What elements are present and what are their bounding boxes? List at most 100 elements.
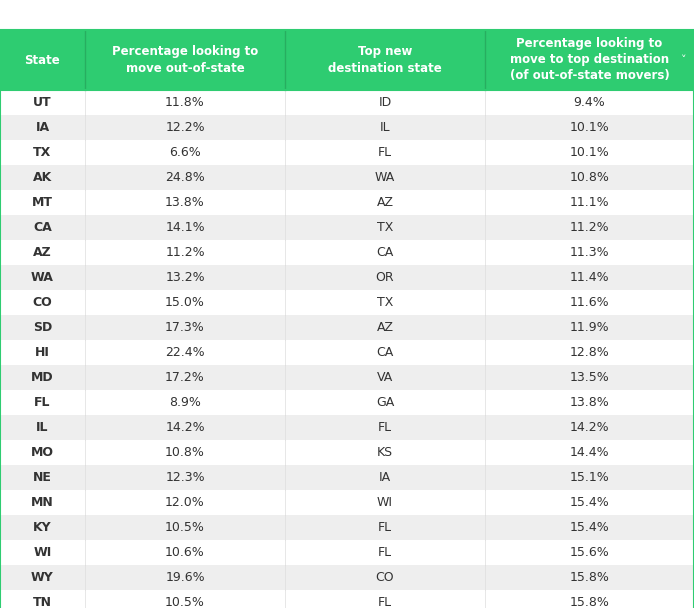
Text: KS: KS — [377, 446, 393, 459]
Text: 12.3%: 12.3% — [165, 471, 205, 484]
Bar — [0, 165, 694, 190]
Text: 10.8%: 10.8% — [570, 171, 609, 184]
Bar — [0, 515, 694, 540]
Text: IA: IA — [379, 471, 391, 484]
Bar — [0, 90, 694, 115]
Bar — [0, 490, 694, 515]
Text: State: State — [24, 54, 60, 66]
Text: HI: HI — [35, 346, 50, 359]
Bar — [0, 240, 694, 265]
Text: CA: CA — [376, 346, 393, 359]
Text: 11.2%: 11.2% — [165, 246, 205, 259]
Text: OR: OR — [375, 271, 394, 284]
Bar — [0, 190, 694, 215]
Text: AK: AK — [33, 171, 52, 184]
Text: WA: WA — [31, 271, 54, 284]
Text: 17.3%: 17.3% — [165, 321, 205, 334]
Text: CA: CA — [376, 246, 393, 259]
Text: MN: MN — [31, 496, 54, 509]
Text: TX: TX — [377, 221, 393, 234]
Bar — [0, 590, 694, 608]
Text: 12.2%: 12.2% — [165, 121, 205, 134]
Text: 10.6%: 10.6% — [165, 546, 205, 559]
Text: IL: IL — [36, 421, 49, 434]
Text: 24.8%: 24.8% — [165, 171, 205, 184]
Text: UT: UT — [33, 96, 52, 109]
Text: 15.4%: 15.4% — [570, 496, 609, 509]
Text: AZ: AZ — [33, 246, 52, 259]
Text: 8.9%: 8.9% — [169, 396, 201, 409]
Bar — [0, 565, 694, 590]
Bar — [0, 440, 694, 465]
Text: 15.6%: 15.6% — [570, 546, 609, 559]
Text: 13.2%: 13.2% — [165, 271, 205, 284]
Text: 15.0%: 15.0% — [165, 296, 205, 309]
Text: FL: FL — [378, 596, 392, 608]
Text: 14.1%: 14.1% — [165, 221, 205, 234]
Text: ˅: ˅ — [682, 55, 687, 65]
Text: AZ: AZ — [377, 196, 393, 209]
Text: 9.4%: 9.4% — [574, 96, 605, 109]
Text: 14.2%: 14.2% — [165, 421, 205, 434]
Text: ID: ID — [378, 96, 391, 109]
Text: CO: CO — [33, 296, 52, 309]
Text: 15.1%: 15.1% — [570, 471, 609, 484]
Bar — [0, 540, 694, 565]
Text: VA: VA — [377, 371, 393, 384]
Text: KY: KY — [33, 521, 52, 534]
Text: MO: MO — [31, 446, 54, 459]
Text: 11.4%: 11.4% — [570, 271, 609, 284]
Text: Percentage looking to
move out-of-state: Percentage looking to move out-of-state — [112, 46, 258, 75]
Bar — [0, 115, 694, 140]
Text: IL: IL — [380, 121, 390, 134]
Text: 11.9%: 11.9% — [570, 321, 609, 334]
Bar — [0, 365, 694, 390]
Bar — [0, 390, 694, 415]
Text: TX: TX — [377, 296, 393, 309]
Text: TX: TX — [33, 146, 51, 159]
Bar — [0, 340, 694, 365]
Bar — [0, 215, 694, 240]
Text: 12.8%: 12.8% — [570, 346, 609, 359]
Text: 15.4%: 15.4% — [570, 521, 609, 534]
Text: FL: FL — [378, 421, 392, 434]
Text: 10.1%: 10.1% — [570, 121, 609, 134]
Text: 13.8%: 13.8% — [165, 196, 205, 209]
Text: 11.8%: 11.8% — [165, 96, 205, 109]
Text: Percentage looking to
move to top destination
(of out-of-state movers): Percentage looking to move to top destin… — [509, 38, 670, 83]
Text: NE: NE — [33, 471, 52, 484]
Bar — [0, 30, 694, 90]
Bar — [0, 465, 694, 490]
Text: TN: TN — [33, 596, 52, 608]
Text: 17.2%: 17.2% — [165, 371, 205, 384]
Text: 13.5%: 13.5% — [570, 371, 609, 384]
Text: 10.1%: 10.1% — [570, 146, 609, 159]
Text: FL: FL — [378, 146, 392, 159]
Text: FL: FL — [378, 521, 392, 534]
Text: 22.4%: 22.4% — [165, 346, 205, 359]
Text: 15.8%: 15.8% — [570, 571, 609, 584]
Text: 11.6%: 11.6% — [570, 296, 609, 309]
Text: 15.8%: 15.8% — [570, 596, 609, 608]
Text: 11.2%: 11.2% — [570, 221, 609, 234]
Text: 11.1%: 11.1% — [570, 196, 609, 209]
Text: WA: WA — [375, 171, 395, 184]
Text: 14.4%: 14.4% — [570, 446, 609, 459]
Text: 14.2%: 14.2% — [570, 421, 609, 434]
Text: WY: WY — [31, 571, 54, 584]
Text: 11.3%: 11.3% — [570, 246, 609, 259]
Bar — [0, 265, 694, 290]
Text: FL: FL — [378, 546, 392, 559]
Text: WI: WI — [377, 496, 393, 509]
Text: IA: IA — [35, 121, 49, 134]
Text: WI: WI — [33, 546, 51, 559]
Bar — [0, 140, 694, 165]
Text: 10.5%: 10.5% — [165, 521, 205, 534]
Text: GA: GA — [376, 396, 394, 409]
Text: CA: CA — [33, 221, 52, 234]
Text: Top new
destination state: Top new destination state — [328, 46, 442, 75]
Text: CO: CO — [375, 571, 394, 584]
Bar — [0, 315, 694, 340]
Text: 10.8%: 10.8% — [165, 446, 205, 459]
Bar — [0, 415, 694, 440]
